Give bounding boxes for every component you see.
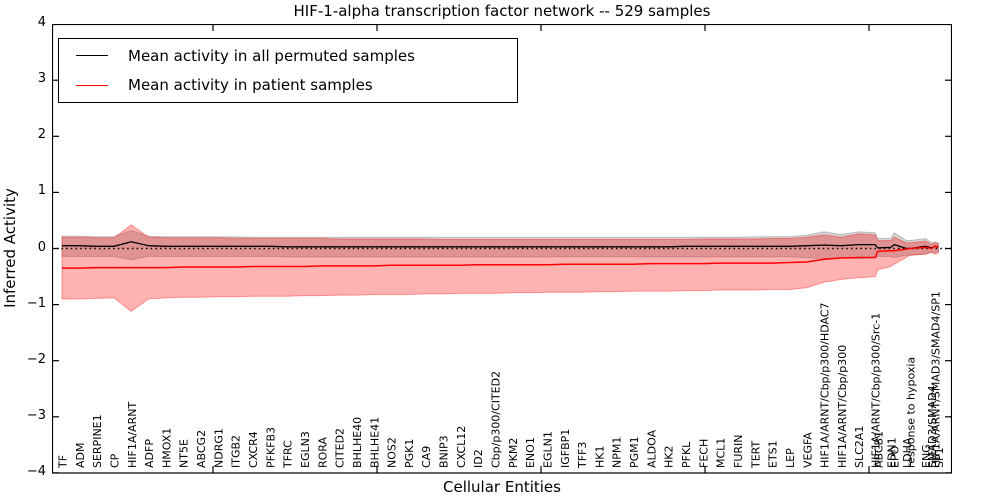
legend-entry-patient: Mean activity in patient samples bbox=[59, 72, 517, 98]
x-tick-label: ADM bbox=[74, 443, 87, 469]
y-tick-label: −4 bbox=[26, 463, 46, 479]
legend: Mean activity in all permuted samples Me… bbox=[58, 38, 518, 103]
x-tick-label: IGFBP1 bbox=[559, 429, 572, 468]
plot-area: TF ADM SERPINE1 CP HIF1A/ARNT ADFP HMOX1 NT5E AB… bbox=[51, 23, 953, 474]
y-tick-label: 0 bbox=[37, 239, 46, 255]
patient-line-swatch bbox=[76, 84, 108, 86]
x-tick-label: ENO1 bbox=[524, 437, 537, 468]
x-tick-label: EPO bbox=[889, 445, 902, 468]
x-tick-label: BNIP3 bbox=[438, 435, 451, 468]
permuted-line-swatch bbox=[76, 55, 108, 57]
x-tick-label: HIF1A/ARNT/Cbp/p300/HDAC7 bbox=[819, 303, 832, 469]
x-tick-label: ABCB1 bbox=[872, 431, 885, 468]
x-tick-label: TFF3 bbox=[576, 442, 589, 469]
x-tick-label: PFKFB3 bbox=[264, 427, 277, 468]
x-tick-label: CITED2 bbox=[334, 428, 347, 468]
x-tick-label: HMOX1 bbox=[160, 428, 173, 468]
y-tick-label: −2 bbox=[26, 351, 46, 367]
x-tick-label: SP1 bbox=[933, 447, 946, 468]
x-tick-label: TFRC bbox=[282, 440, 295, 469]
x-tick-label: Cbp/p300/CITED2 bbox=[490, 371, 503, 468]
x-tick-label: TF bbox=[57, 455, 70, 469]
x-tick-label: HIF1A/ARNT/Cbp/p300/Src-1 bbox=[870, 313, 883, 468]
x-tick-label: VEGFA bbox=[801, 432, 814, 468]
x-tick-label: NT5E bbox=[178, 439, 191, 468]
y-tick-label: −3 bbox=[26, 407, 46, 423]
x-tick-label: RORA bbox=[316, 437, 329, 468]
x-tick-label: LEP bbox=[784, 448, 797, 468]
x-tick-label: CXCR4 bbox=[247, 431, 260, 468]
x-tick-label: ALDOA bbox=[645, 429, 658, 468]
x-tick-label: PGK1 bbox=[403, 439, 416, 468]
x-tick-label: SERPINE1 bbox=[91, 414, 104, 468]
x-tick-label: ID2 bbox=[472, 449, 485, 468]
x-tick-label: HK2 bbox=[663, 446, 676, 468]
x-tick-label: HK1 bbox=[593, 446, 606, 468]
legend-label-permuted: Mean activity in all permuted samples bbox=[128, 46, 415, 65]
x-tick-label: MCL1 bbox=[715, 438, 728, 468]
x-tick-label: CP bbox=[108, 453, 121, 468]
x-tick-label: CXCL12 bbox=[455, 426, 468, 468]
x-tick-label: HIF1A/ARNT/Cbp/p300 bbox=[836, 345, 849, 468]
x-tick-label: BHLHE41 bbox=[368, 417, 381, 468]
x-tick-label: response to hypoxia bbox=[904, 357, 917, 468]
x-tick-label: BHLHE40 bbox=[351, 417, 364, 468]
x-tick-label: NPM1 bbox=[611, 437, 624, 468]
plot-frame bbox=[51, 23, 953, 474]
x-tick-label: FURIN bbox=[732, 435, 745, 469]
x-tick-label: PFKL bbox=[680, 441, 693, 468]
x-tick-label: EGLN3 bbox=[299, 431, 312, 468]
permuted-confidence-band bbox=[61, 229, 939, 261]
x-tick-label: TERT bbox=[749, 440, 762, 469]
y-tick-label: 3 bbox=[37, 71, 46, 87]
y-tick-label: −1 bbox=[26, 295, 46, 311]
x-tick-label: ITGB2 bbox=[230, 435, 243, 468]
x-axis-label: Cellular Entities bbox=[443, 478, 561, 496]
legend-entry-permuted: Mean activity in all permuted samples bbox=[59, 43, 517, 69]
x-tick-label: FECH bbox=[697, 439, 710, 468]
legend-label-patient: Mean activity in patient samples bbox=[128, 76, 373, 95]
x-tick-label: EGLN1 bbox=[541, 431, 554, 468]
x-tick-label: SLC2A1 bbox=[853, 426, 866, 468]
permuted-mean-line bbox=[62, 241, 939, 250]
y-tick-label: 1 bbox=[37, 183, 46, 199]
x-tick-label: NOS2 bbox=[386, 437, 399, 468]
x-tick-label: NDRG1 bbox=[212, 428, 225, 468]
y-tick-label: 4 bbox=[37, 15, 46, 31]
x-tick-label: LDHA bbox=[901, 437, 914, 468]
chart-title: HIF-1-alpha transcription factor network… bbox=[293, 2, 711, 20]
x-tick-label: ETS1 bbox=[767, 440, 780, 468]
x-tick-label: ABCG2 bbox=[195, 430, 208, 468]
x-tick-label: HIF1A/ARNT/SMAD3/SMAD4/SP1 bbox=[929, 291, 942, 468]
y-tick-label: 2 bbox=[37, 127, 46, 143]
x-tick-label: HIF1A/ARNT bbox=[126, 402, 139, 468]
x-tick-label: PGM1 bbox=[628, 436, 641, 468]
x-tick-label: ENG bbox=[920, 444, 933, 468]
patient-mean-line bbox=[62, 245, 939, 269]
x-tick-label: PKM2 bbox=[507, 438, 520, 468]
x-tick-label: CA9 bbox=[420, 446, 433, 468]
x-tick-label: EDN1 bbox=[885, 437, 898, 468]
x-tick-label: ADFP bbox=[143, 439, 156, 468]
plot-svg: TF ADM SERPINE1 CP HIF1A/ARNT ADFP HMOX1 NT5E AB… bbox=[51, 23, 953, 474]
x-tick-label: SMAD3/SMAD4 bbox=[926, 385, 939, 468]
